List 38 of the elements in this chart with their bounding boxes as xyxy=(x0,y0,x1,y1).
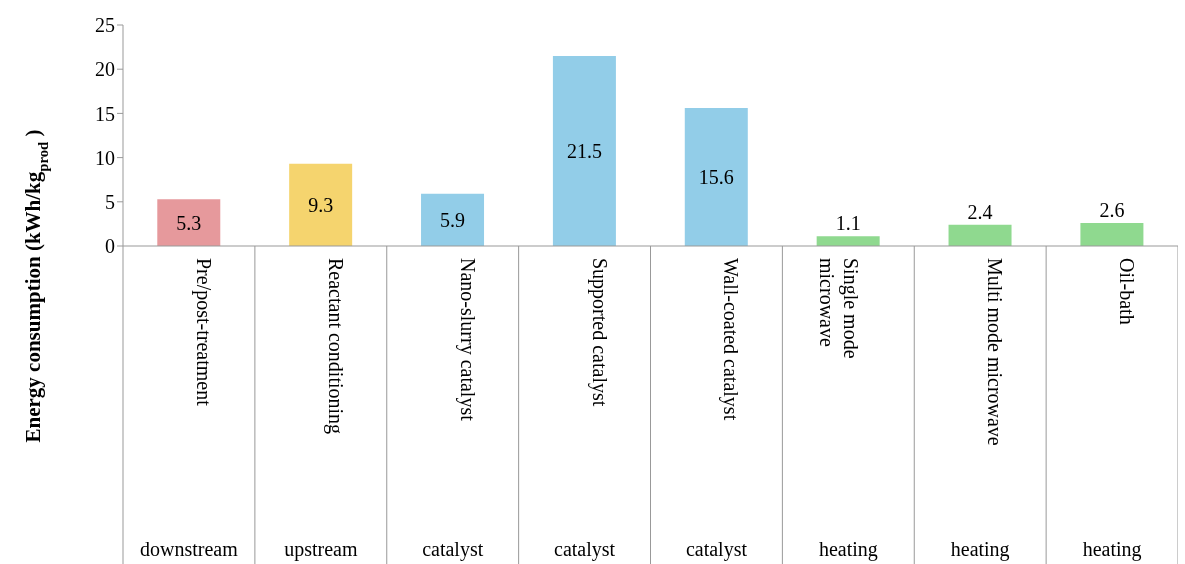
data-label: 15.6 xyxy=(698,166,734,189)
x-tick-label: Single mode microwave xyxy=(816,258,863,359)
y-tick-label: 10 xyxy=(95,146,115,169)
bar xyxy=(552,55,616,246)
data-label: 2.6 xyxy=(1099,199,1125,222)
data-label: 5.9 xyxy=(440,208,466,231)
x-tick-label: Reactant conditioning xyxy=(323,258,347,435)
bar xyxy=(289,163,353,246)
text: catalyst xyxy=(554,538,616,561)
x-tick-label: Nano-slurry catalyst xyxy=(455,258,479,422)
data-label: 9.3 xyxy=(308,193,334,216)
data-label: 2.4 xyxy=(967,200,993,223)
y-tick-label: 15 xyxy=(95,102,115,125)
text: heating xyxy=(1082,538,1142,561)
data-label: 5.3 xyxy=(176,211,202,234)
text: downstream xyxy=(140,538,239,560)
text: heating xyxy=(818,538,878,561)
x-tick-label: Multi mode microwave xyxy=(984,258,1007,446)
x-tick-label: Oil-bath xyxy=(1116,258,1139,325)
x-tick-label: Supported catalyst xyxy=(587,258,611,407)
text: upstream xyxy=(284,538,358,561)
bar xyxy=(421,193,485,246)
x-tick-label: Pre/post-treatment xyxy=(191,258,215,407)
data-label: 21.5 xyxy=(566,139,602,162)
y-tick-label: 25 xyxy=(95,14,115,37)
bar xyxy=(684,108,748,246)
y-tick-label: 20 xyxy=(95,58,115,81)
y-tick-label: 0 xyxy=(105,235,115,258)
bar xyxy=(1080,223,1144,246)
text: heating xyxy=(950,538,1010,561)
bar xyxy=(948,224,1012,246)
bar xyxy=(816,236,880,246)
text: catalyst xyxy=(685,538,748,561)
bar xyxy=(157,199,221,246)
data-label: 1.1 xyxy=(835,212,861,235)
y-tick-label: 5 xyxy=(105,190,115,213)
text: catalyst xyxy=(422,538,484,561)
x-tick-label: Wall-coated catalyst xyxy=(719,258,743,421)
